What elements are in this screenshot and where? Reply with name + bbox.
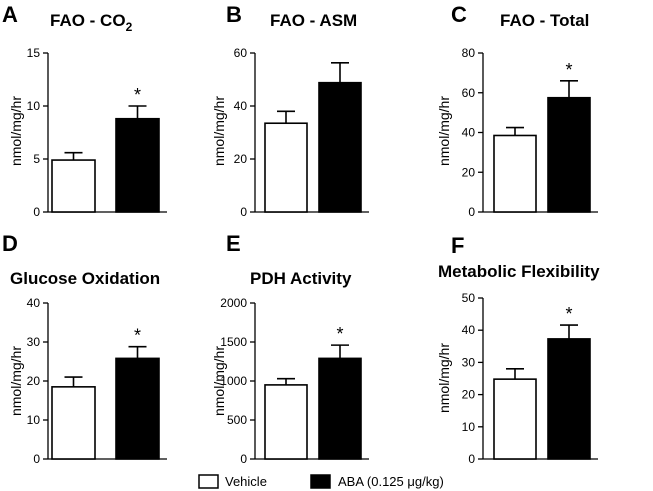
y-tick-label: 60	[234, 46, 248, 60]
bar-aba	[318, 357, 362, 460]
legend: Vehicle ABA (0.125 μg/kg)	[198, 474, 444, 489]
y-tick-label: 20	[462, 388, 476, 402]
y-tick-label: 60	[462, 86, 476, 100]
panel-f: F Metabolic Flexibility nmol/mg/hr 0 10 20 30 4…	[436, 233, 600, 466]
panels-group: A FAO - CO2 nmol/mg/hr 0 5 10 15 * B FAO - ASM nmo…	[2, 2, 600, 466]
panel-c: C FAO - Total nmol/mg/hr 0 20 40 60 80 *	[436, 2, 598, 219]
y-tick-label: 10	[462, 420, 476, 434]
y-tick-label: 40	[462, 126, 476, 140]
bar-vehicle	[264, 384, 308, 460]
y-tick-label: 40	[234, 99, 248, 113]
bar-vehicle	[264, 122, 308, 213]
y-tick-label: 20	[27, 374, 41, 388]
y-tick-label: 1500	[220, 335, 247, 349]
panel-e: E PDH Activity nmol/mg/hr 0 500 1000 1500 2000 *	[211, 231, 369, 466]
panel-letter: C	[451, 2, 467, 27]
panel-b: B FAO - ASM nmol/mg/hr 0 20 40 60	[211, 2, 369, 219]
panel-title: FAO - Total	[500, 11, 589, 30]
bar-vehicle	[493, 378, 537, 460]
y-tick-label: 40	[27, 296, 41, 310]
y-tick-label: 15	[27, 46, 41, 60]
y-tick-label: 20	[462, 165, 476, 179]
panel-title: FAO - ASM	[270, 11, 357, 30]
panel-letter: B	[226, 2, 242, 27]
y-axis-label: nmol/mg/hr	[436, 96, 452, 166]
y-tick-label: 2000	[220, 296, 247, 310]
panel-letter: D	[2, 231, 18, 256]
legend-aba-swatch	[310, 474, 331, 489]
y-axis-label: nmol/mg/hr	[436, 343, 452, 413]
y-tick-label: 10	[27, 413, 41, 427]
legend-vehicle-swatch	[198, 474, 219, 489]
significance-star: *	[336, 324, 343, 344]
y-tick-label: 500	[227, 413, 247, 427]
bar-aba	[115, 357, 160, 460]
panel-letter: E	[226, 231, 241, 256]
y-tick-label: 5	[33, 152, 40, 166]
significance-star: *	[134, 85, 141, 105]
y-tick-label: 40	[462, 323, 476, 337]
y-tick-label: 0	[240, 452, 247, 466]
bar-vehicle	[493, 134, 537, 213]
bar-aba	[318, 81, 362, 213]
bar-vehicle	[51, 386, 96, 460]
legend-vehicle-label: Vehicle	[225, 474, 267, 489]
panel-a: A FAO - CO2 nmol/mg/hr 0 5 10 15 *	[2, 2, 167, 219]
significance-star: *	[134, 326, 141, 346]
y-axis-label: nmol/mg/hr	[211, 96, 227, 166]
panel-title: Metabolic Flexibility	[438, 262, 600, 281]
y-tick-label: 0	[33, 452, 40, 466]
panel-title: PDH Activity	[250, 269, 352, 288]
y-axis-label: nmol/mg/hr	[8, 96, 24, 166]
panel-title: FAO - CO2	[50, 11, 133, 34]
y-axis-label: nmol/mg/hr	[8, 346, 24, 416]
y-tick-label: 10	[27, 99, 41, 113]
y-tick-label: 80	[462, 46, 476, 60]
y-tick-label: 30	[462, 355, 476, 369]
significance-star: *	[565, 60, 572, 80]
panel-d: D Glucose Oxidation nmol/mg/hr 0 10 20 30 40 *	[2, 231, 167, 466]
legend-aba-label: ABA (0.125 μg/kg)	[338, 474, 444, 489]
significance-star: *	[565, 304, 572, 324]
y-tick-label: 0	[468, 452, 475, 466]
panel-title: Glucose Oxidation	[10, 269, 160, 288]
panel-letter: F	[451, 233, 464, 258]
y-tick-label: 0	[468, 205, 475, 219]
bar-vehicle	[51, 159, 96, 213]
bar-aba	[547, 96, 591, 213]
y-tick-label: 0	[240, 205, 247, 219]
bar-aba	[115, 117, 160, 213]
y-tick-label: 1000	[220, 374, 247, 388]
bar-aba	[547, 338, 591, 460]
y-tick-label: 30	[27, 335, 41, 349]
y-tick-label: 20	[234, 152, 248, 166]
y-axis-label: nmol/mg/hr	[211, 346, 227, 416]
y-tick-label: 0	[33, 205, 40, 219]
panel-title-subscript: 2	[126, 20, 133, 34]
y-tick-label: 50	[462, 291, 476, 305]
panel-letter: A	[2, 2, 18, 27]
